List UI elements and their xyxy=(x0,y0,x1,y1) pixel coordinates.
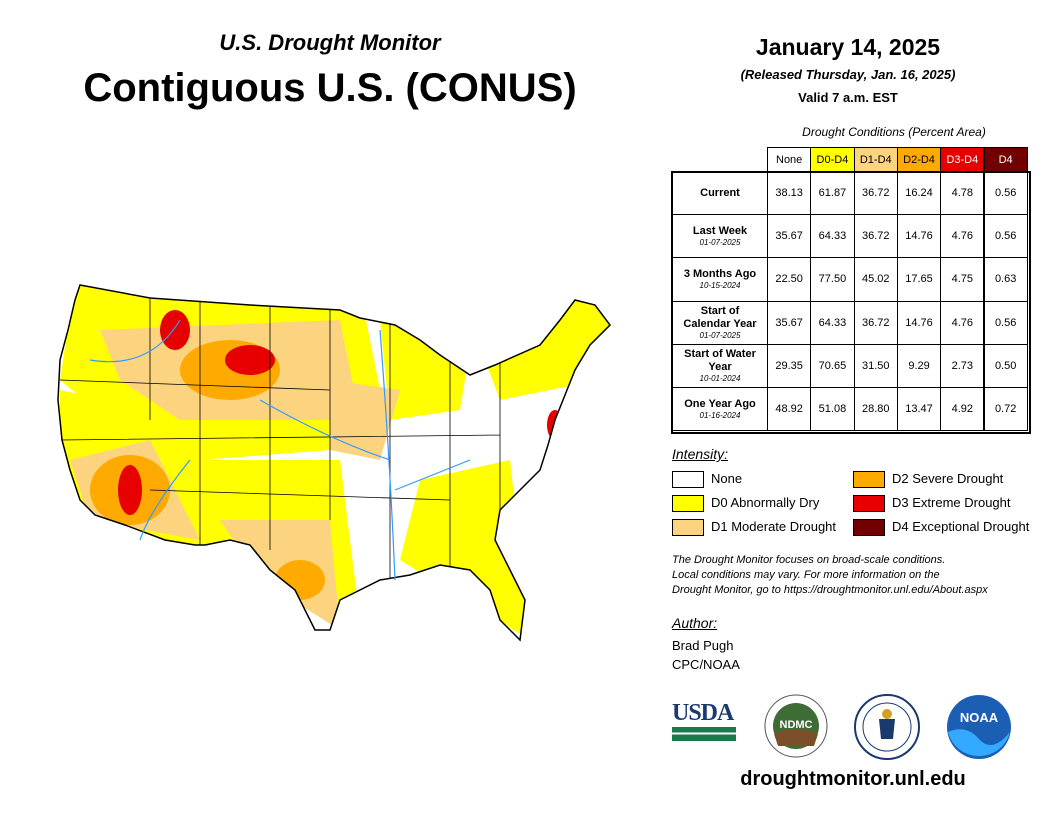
note-line: The Drought Monitor focuses on broad-sca… xyxy=(672,554,946,566)
table-value: 17.65 xyxy=(896,257,942,302)
ndmc-logo: NDMC xyxy=(764,694,828,758)
table-value: 36.72 xyxy=(853,214,898,259)
table-value: 4.92 xyxy=(940,387,985,432)
column-header: D0-D4 xyxy=(810,147,855,172)
table-value: 35.67 xyxy=(767,214,812,259)
column-header: None xyxy=(767,147,812,172)
legend-label: D0 Abnormally Dry xyxy=(711,495,820,510)
table-value: 14.76 xyxy=(896,300,942,345)
legend-label: D4 Exceptional Drought xyxy=(892,519,1030,534)
drought-areas xyxy=(58,285,610,640)
table-value: 0.50 xyxy=(983,343,1028,388)
table-value: 38.13 xyxy=(767,171,812,216)
noaa-logo: NOAA xyxy=(947,695,1011,759)
table-value: 0.63 xyxy=(983,257,1028,302)
row-date: 10-01-2024 xyxy=(699,374,741,384)
row-label: One Year Ago 01-16-2024 xyxy=(671,387,768,432)
commerce-logo xyxy=(854,694,920,760)
date: January 14, 2025 xyxy=(755,34,941,60)
author-title: Author: xyxy=(672,615,718,631)
row-label: Current xyxy=(671,171,768,216)
row-date: 01-07-2025 xyxy=(699,238,741,248)
legend-swatch xyxy=(672,471,704,488)
note-line: Local conditions may vary. For more info… xyxy=(672,569,940,581)
table-caption: Drought Conditions (Percent Area) xyxy=(802,125,986,139)
table-value: 4.75 xyxy=(940,257,985,302)
table-value: 4.78 xyxy=(940,171,985,216)
table-value: 64.33 xyxy=(810,300,855,345)
row-label: Start of Water Year 10-01-2024 xyxy=(671,343,768,388)
table-value: 0.56 xyxy=(983,214,1028,259)
row-label: 3 Months Ago 10-15-2024 xyxy=(671,257,768,302)
title: Contiguous U.S. (CONUS) xyxy=(83,66,577,110)
legend-title: Intensity: xyxy=(672,446,729,462)
noaa-text: NOAA xyxy=(960,710,999,725)
row-label: Start of Calendar Year 01-07-2025 xyxy=(671,300,768,345)
row-date: 10-15-2024 xyxy=(699,281,741,291)
table-value: 0.56 xyxy=(983,171,1028,216)
table-value: 70.65 xyxy=(810,343,855,388)
table-value: 61.87 xyxy=(810,171,855,216)
row-label-text: Last Week xyxy=(692,225,748,238)
table-value: 13.47 xyxy=(896,387,942,432)
column-header: D2-D4 xyxy=(896,147,942,172)
column-header: D4 xyxy=(983,147,1028,172)
legend-label: D2 Severe Drought xyxy=(892,471,1004,486)
table-value: 16.24 xyxy=(896,171,942,216)
table-value: 77.50 xyxy=(810,257,855,302)
table-value: 48.92 xyxy=(767,387,812,432)
table-value: 51.08 xyxy=(810,387,855,432)
table-value: 2.73 xyxy=(940,343,985,388)
author: Brad Pugh xyxy=(672,638,734,653)
table-value: 36.72 xyxy=(853,171,898,216)
table-value: 14.76 xyxy=(896,214,942,259)
legend-swatch xyxy=(853,495,885,512)
row-label-text: 3 Months Ago xyxy=(683,268,757,281)
subtitle: U.S. Drought Monitor xyxy=(219,30,441,55)
valid: Valid 7 a.m. EST xyxy=(798,90,898,105)
map xyxy=(57,284,611,641)
table-value: 22.50 xyxy=(767,257,812,302)
author-org: CPC/NOAA xyxy=(672,657,740,672)
usda-text: USDA xyxy=(672,700,734,726)
ndmc-text: NDMC xyxy=(780,719,813,731)
legend-label: D3 Extreme Drought xyxy=(892,495,1011,510)
legend-swatch xyxy=(853,471,885,488)
table-value: 35.67 xyxy=(767,300,812,345)
table-value: 45.02 xyxy=(853,257,898,302)
column-header: D1-D4 xyxy=(853,147,898,172)
row-label-text: Start of Calendar Year xyxy=(683,305,757,331)
legend-swatch xyxy=(853,519,885,536)
usda-logo: USDA xyxy=(672,700,736,748)
row-label: Last Week 01-07-2025 xyxy=(671,214,768,259)
table-value: 36.72 xyxy=(853,300,898,345)
table-value: 0.56 xyxy=(983,300,1028,345)
table-value: 28.80 xyxy=(853,387,898,432)
legend-swatch xyxy=(672,519,704,536)
legend-label: None xyxy=(711,471,743,486)
table-value: 64.33 xyxy=(810,214,855,259)
row-date: 01-07-2025 xyxy=(699,331,741,341)
table-value: 0.72 xyxy=(983,387,1028,432)
table-value: 4.76 xyxy=(940,300,985,345)
row-label-text: Start of Water Year xyxy=(684,348,756,374)
table-value: 31.50 xyxy=(853,343,898,388)
table-value: 4.76 xyxy=(940,214,985,259)
table-value: 9.29 xyxy=(896,343,942,388)
row-date: 01-16-2024 xyxy=(699,411,741,421)
note-line: Drought Monitor, go to https://droughtmo… xyxy=(672,584,988,596)
url: droughtmonitor.unl.edu xyxy=(740,768,966,790)
legend-label: D1 Moderate Drought xyxy=(711,519,837,534)
row-label-text: Current xyxy=(700,186,740,199)
table-value: 29.35 xyxy=(767,343,812,388)
legend-swatch xyxy=(672,495,704,512)
row-label-text: One Year Ago xyxy=(684,398,756,411)
released: (Released Thursday, Jan. 16, 2025) xyxy=(740,67,956,82)
column-header: D3-D4 xyxy=(940,147,985,172)
